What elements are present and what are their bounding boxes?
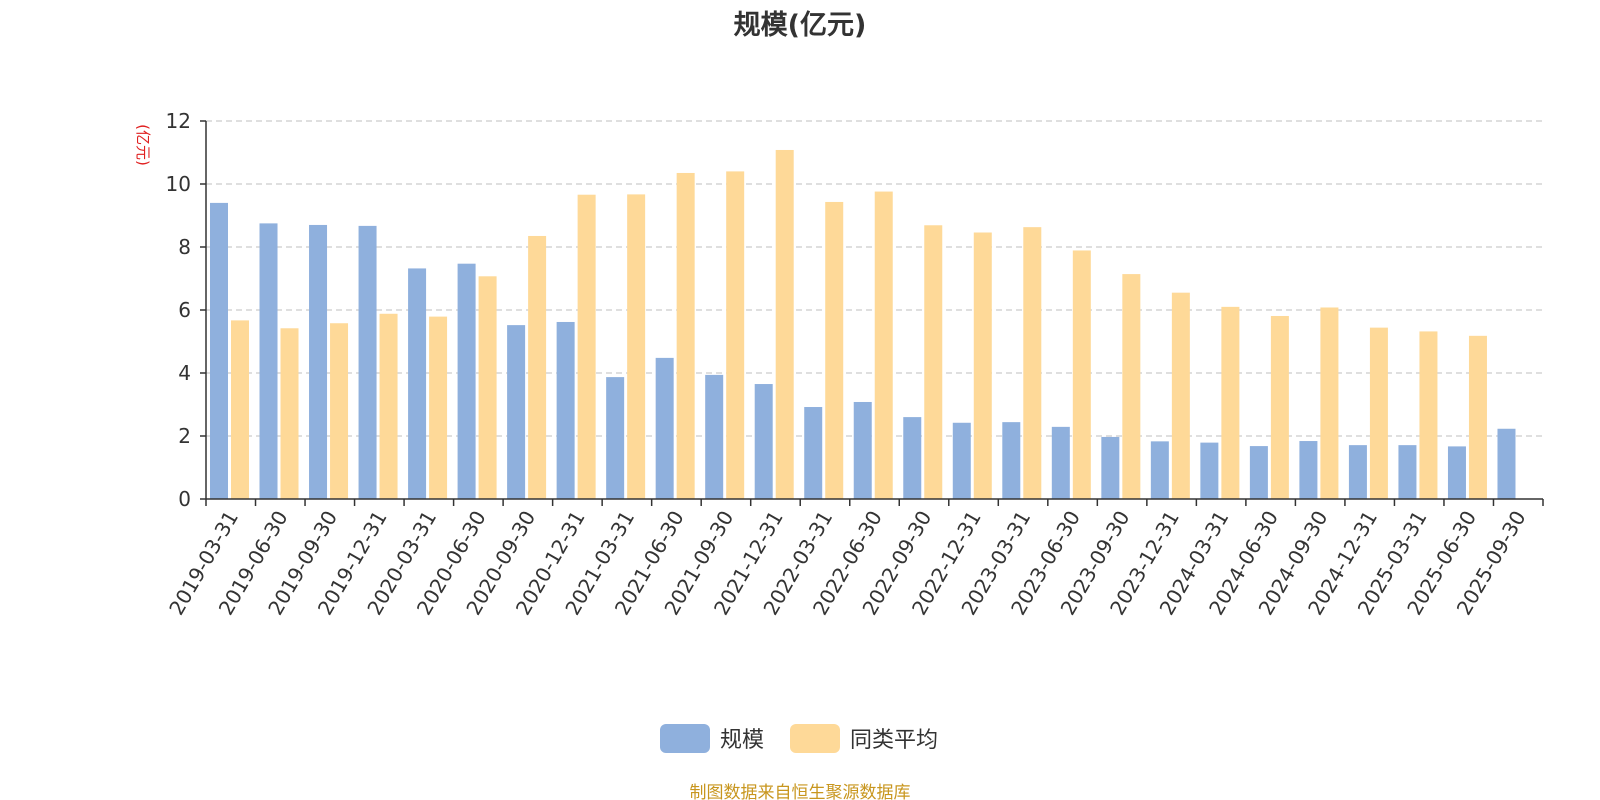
bar-scale (1348, 445, 1367, 499)
gridlines (206, 120, 1543, 437)
bar-scale (408, 268, 427, 499)
bar-peer-average (231, 320, 249, 499)
bar-peer-average (924, 225, 943, 499)
bar-peer-average (330, 323, 349, 499)
legend-label-peer-average: 同类平均 (850, 728, 938, 753)
x-tick-labels: 2019-03-312019-06-302019-09-302019-12-31… (164, 506, 1530, 619)
bar-peer-average (1023, 227, 1042, 499)
bar-scale (1150, 441, 1169, 499)
legend-swatch-scale[interactable] (660, 724, 710, 753)
chart-title: 规模(亿元) (734, 10, 867, 41)
bar-scale (457, 263, 476, 499)
bar-peer-average (627, 194, 646, 499)
bar-scale (1249, 446, 1268, 499)
y-axis-unit-label: (亿元) (134, 124, 152, 166)
bar-scale (853, 401, 872, 499)
bar-scale (705, 374, 724, 499)
bar-peer-average (429, 316, 448, 499)
bar-scale (804, 407, 823, 499)
y-tick-labels: 0 2 4 6 8 10 12 (166, 109, 191, 511)
bar-scale (507, 325, 526, 499)
bar-scale (606, 377, 625, 499)
bar-peer-average (726, 171, 745, 499)
bar-peer-average (874, 191, 893, 499)
bar-peer-average (1369, 327, 1388, 499)
bar-scale (903, 417, 922, 499)
bar-scale (210, 202, 228, 499)
bars (210, 149, 1516, 500)
legend-label-scale: 规模 (720, 728, 764, 753)
bar-peer-average (1320, 307, 1339, 499)
bar-peer-average (825, 201, 844, 499)
bar-scale (1051, 426, 1070, 499)
y-tick-label: 4 (178, 361, 191, 385)
bar-scale (358, 225, 377, 499)
bar-peer-average (1270, 315, 1289, 499)
bar-peer-average (1468, 335, 1487, 499)
bar-scale (309, 224, 328, 499)
bar-scale (259, 223, 278, 499)
legend: 规模 同类平均 (660, 724, 938, 753)
bar-scale (754, 384, 773, 499)
y-tick-label: 6 (178, 298, 191, 322)
y-tick-label: 8 (178, 235, 191, 259)
y-tick-label: 0 (178, 487, 191, 511)
legend-swatch-peer-average[interactable] (790, 724, 840, 753)
bar-peer-average (1171, 292, 1190, 499)
bar-peer-average (775, 149, 794, 500)
bar-peer-average (1221, 306, 1240, 499)
bar-scale (556, 321, 575, 499)
bar-peer-average (577, 194, 596, 499)
bar-peer-average (528, 235, 547, 499)
bar-scale (1497, 428, 1516, 499)
source-note: 制图数据来自恒生聚源数据库 (690, 783, 911, 800)
bar-scale (1101, 436, 1120, 499)
bar-peer-average (1072, 250, 1091, 499)
axes (200, 120, 1544, 506)
bar-peer-average (676, 172, 695, 499)
bar-peer-average (1122, 274, 1141, 499)
bar-scale (1200, 442, 1219, 499)
y-tick-label: 12 (166, 109, 191, 133)
bar-peer-average (280, 328, 299, 499)
y-tick-label: 10 (166, 172, 191, 196)
bar-peer-average (1419, 331, 1438, 499)
bar-scale (952, 422, 971, 499)
bar-scale (655, 357, 674, 499)
bar-scale (1447, 446, 1466, 499)
bar-scale (1398, 445, 1417, 499)
y-tick-label: 2 (178, 424, 191, 448)
bar-peer-average (478, 276, 497, 499)
bar-scale (1299, 441, 1318, 499)
bar-peer-average (973, 232, 992, 499)
bar-scale (1002, 422, 1021, 499)
bar-peer-average (379, 313, 398, 499)
